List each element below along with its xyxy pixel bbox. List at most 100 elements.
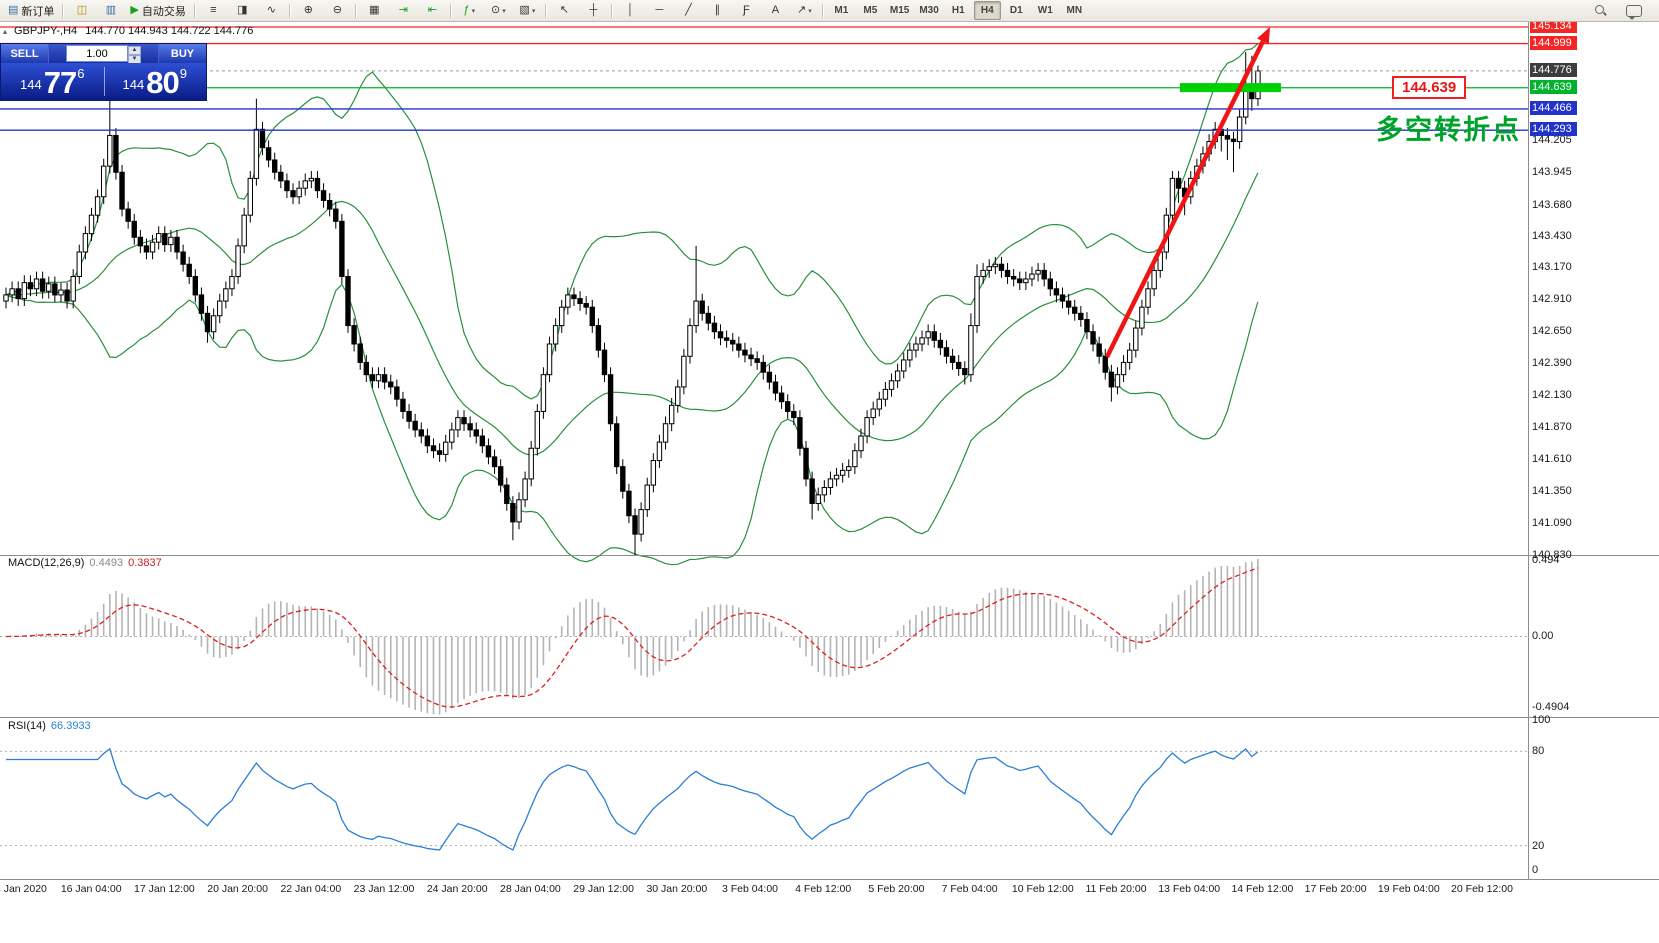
auto-scroll-button[interactable]: ⇥ — [390, 1, 417, 20]
toolbar-separator — [821, 3, 824, 18]
volume-up-button[interactable]: ▲ — [128, 46, 141, 55]
time-axis-label: 20 Jan 20:00 — [207, 883, 268, 895]
price-callout[interactable]: 144.639 — [1392, 76, 1467, 99]
buy-price-prefix: 144 — [122, 77, 145, 92]
toolbar-separator — [544, 3, 547, 18]
timeframe-m5-button[interactable]: M5 — [863, 5, 878, 16]
rsi-axis-label: 100 — [1532, 714, 1551, 726]
new-order-icon: ▤ — [8, 4, 19, 16]
new-order-button-label: 新订单 — [21, 5, 55, 18]
new-chart-button[interactable]: ◫ — [68, 1, 95, 20]
rsi-axis-label: 0 — [1532, 864, 1539, 876]
sell-price[interactable]: 144 77 6 — [1, 63, 104, 100]
vertical-line-button[interactable]: │ — [617, 1, 644, 20]
chart-shift-icon: ⇤ — [427, 4, 437, 16]
templates-icon: ▧ — [519, 4, 530, 16]
rsi-value: 66.3933 — [50, 720, 91, 732]
chevron-down-icon: ▾ — [808, 7, 812, 15]
periods-button[interactable]: ⊙ ▾ — [485, 1, 512, 20]
templates-button[interactable]: ▧ ▾ — [514, 1, 541, 20]
text-button[interactable]: A — [762, 1, 789, 20]
time-axis-label: 13 Feb 04:00 — [1158, 883, 1221, 895]
bar-chart-button[interactable]: ≡ — [200, 1, 227, 20]
price-axis-label: 142.390 — [1532, 357, 1572, 370]
time-axis-label: 24 Jan 20:00 — [426, 883, 488, 895]
chevron-down-icon: ▾ — [502, 7, 506, 15]
buy-price[interactable]: 144 80 9 — [104, 63, 207, 100]
price-axis-label: 143.680 — [1532, 198, 1572, 211]
timeframe-m1-button[interactable]: M1 — [834, 5, 849, 16]
macd-name: MACD(12,26,9) — [8, 557, 85, 569]
one-click-panel-toggle-icon[interactable]: ▴ — [3, 27, 8, 36]
turning-point-annotation[interactable]: 多空转折点 — [1376, 115, 1521, 145]
trendline-icon: ╱ — [685, 4, 692, 16]
indicators-button[interactable]: ƒ ▾ — [456, 1, 483, 20]
price-axis-label: 140.830 — [1532, 548, 1572, 561]
chevron-down-icon: ▾ — [531, 7, 536, 15]
sell-button[interactable]: SELL — [1, 44, 49, 63]
channel-button[interactable]: ∥ — [704, 1, 731, 20]
horizontal-line-icon: ─ — [655, 4, 664, 16]
buy-price-sup: 9 — [179, 66, 187, 81]
line-chart-button[interactable]: ∿ — [258, 1, 285, 20]
price-axis-label: 141.870 — [1532, 420, 1572, 433]
macd-main-value: 0.4493 — [89, 557, 124, 569]
arrows-icon: ↗ — [797, 4, 807, 16]
timeframe-h4-button[interactable]: H4 — [973, 1, 1001, 20]
auto-scroll-icon: ⇥ — [398, 4, 408, 16]
time-axis-label: 17 Jan 12:00 — [134, 883, 195, 895]
price-axis-label: 141.350 — [1532, 484, 1572, 497]
candlestick-chart-button[interactable]: ◨ — [229, 1, 256, 20]
time-axis-label: 5 Feb 20:00 — [868, 883, 925, 895]
timeframe-m30-button[interactable]: M30 — [919, 5, 939, 16]
timeframe-w1-button[interactable]: W1 — [1037, 5, 1053, 16]
arrows-button[interactable]: ↗ ▾ — [791, 1, 818, 20]
indicators-icon: ƒ — [463, 4, 470, 16]
crosshair-button[interactable]: ┼ — [580, 1, 607, 20]
chart-shift-button[interactable]: ⇤ — [419, 1, 446, 20]
toolbar-separator — [610, 3, 613, 18]
price-level-flag: 144.639 — [1530, 79, 1577, 94]
timeframe-h1-button[interactable]: H1 — [951, 5, 965, 16]
timeframe-d1-button[interactable]: D1 — [1009, 5, 1023, 16]
price-axis-label: 141.090 — [1532, 516, 1572, 529]
sell-price-sup: 6 — [77, 66, 85, 81]
toolbar-separator — [288, 3, 291, 18]
chat-icon — [1625, 4, 1642, 20]
vertical-line-icon: │ — [626, 4, 634, 16]
macd-indicator-label: MACD(12,26,9) 0.4493 0.3837 — [8, 557, 162, 569]
buy-button[interactable]: BUY — [158, 44, 206, 63]
chevron-down-icon: ▾ — [471, 7, 476, 15]
zoom-out-button[interactable]: ⊖ — [324, 1, 351, 20]
price-axis-label: 141.610 — [1532, 452, 1572, 465]
price-axis-label: 143.430 — [1532, 229, 1572, 242]
price-axis-label: 143.945 — [1532, 166, 1572, 179]
timeframe-mn-button[interactable]: MN — [1066, 5, 1083, 16]
chat-button[interactable] — [1620, 1, 1647, 20]
cursor-button[interactable]: ↖ — [551, 1, 578, 20]
price-axis[interactable]: 144.205 143.945 143.680 143.430 143.170 142.9… — [1530, 0, 1659, 943]
auto-trading-button[interactable]: ▶ 自动交易 — [126, 1, 189, 20]
search-button[interactable] — [1587, 1, 1614, 20]
new-order-button[interactable]: ▤ 新订单 — [4, 1, 58, 20]
time-axis-label: 3 Feb 04:00 — [721, 883, 779, 895]
buy-price-big: 80 — [146, 65, 179, 100]
toolbar-separator — [193, 3, 196, 18]
symbol-period-label: GBPJPY-,H4 — [14, 25, 78, 37]
time-axis-label: 11 Feb 20:00 — [1085, 883, 1147, 895]
toolbar-right — [1586, 1, 1656, 20]
auto-trading-icon: ▶ — [130, 4, 139, 16]
zoom-in-button[interactable]: ⊕ — [295, 1, 322, 20]
fibonacci-button[interactable]: Ƒ — [733, 1, 760, 20]
profiles-button[interactable]: ▥ — [97, 1, 124, 20]
timeframe-m15-button[interactable]: M15 — [889, 5, 910, 16]
volume-input[interactable] — [66, 45, 128, 62]
horizontal-line-button[interactable]: ─ — [646, 1, 673, 20]
trendline-button[interactable]: ╱ — [675, 1, 702, 20]
time-axis-label: 23 Jan 12:00 — [353, 883, 415, 895]
time-axis-label: 28 Jan 04:00 — [500, 883, 561, 895]
tile-windows-button[interactable]: ▦ — [361, 1, 388, 20]
auto-trading-button-label: 自动交易 — [141, 5, 186, 18]
